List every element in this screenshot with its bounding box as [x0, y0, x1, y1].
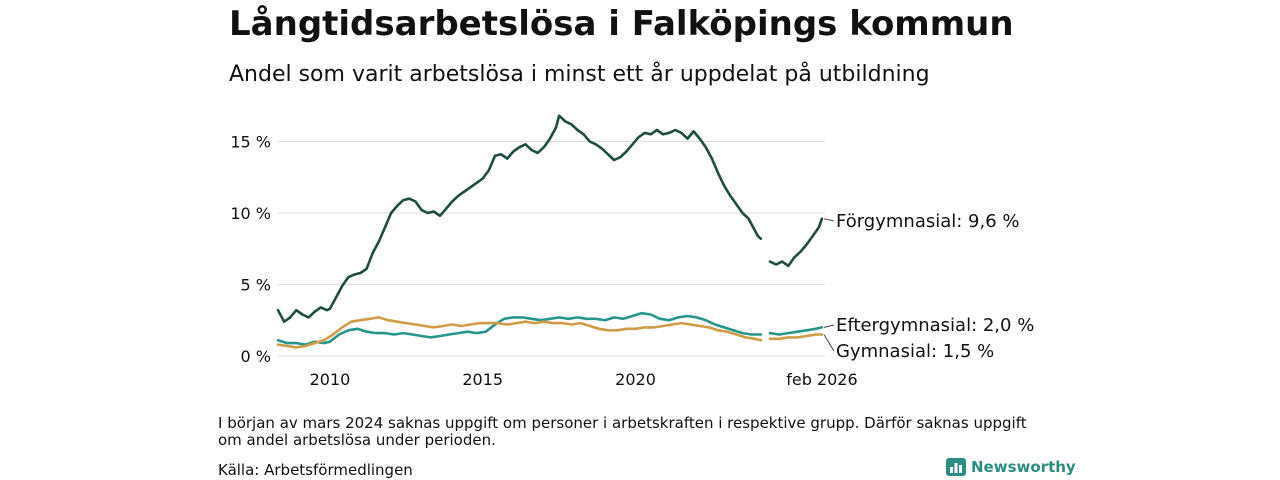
- source-label: Källa: Arbetsförmedlingen: [218, 461, 413, 479]
- bar-chart-logo-icon: [946, 458, 966, 476]
- line-chart: 0 % 5 % 10 % 15 % 2010 2015 2020 feb 2026 Förgy…: [230, 114, 1034, 389]
- y-tick-label: 15 %: [230, 132, 271, 151]
- brand-logo: Newsworthy: [946, 458, 1076, 476]
- chart-title: Långtidsarbetslösa i Falköpings kommun: [229, 4, 1014, 44]
- label-layer: Förgymnasial: 9,6 % Eftergymnasial: 2,0 %…: [823, 211, 1034, 362]
- y-tick-label: 0 %: [241, 347, 271, 366]
- chart-subtitle: Andel som varit arbetslösa i minst ett å…: [229, 62, 930, 87]
- x-tick-label: feb 2026: [786, 370, 857, 389]
- leader-line: [823, 218, 835, 222]
- brand-name: Newsworthy: [971, 458, 1076, 476]
- series-line-eftergymnasial: [276, 311, 763, 346]
- y-tick-label: 5 %: [241, 275, 271, 294]
- x-tick-label: 2010: [310, 370, 351, 389]
- leader-line: [823, 324, 835, 328]
- series-end-label: Förgymnasial: 9,6 %: [836, 211, 1020, 232]
- series-line-förgymnasial: [768, 217, 824, 268]
- grid-layer: 0 % 5 % 10 % 15 % 2010 2015 2020 feb 2026: [230, 132, 857, 389]
- series-layer: [276, 114, 824, 349]
- x-tick-label: 2015: [462, 370, 503, 389]
- series-end-label: Gymnasial: 1,5 %: [836, 341, 994, 362]
- series-line-eftergymnasial: [768, 326, 824, 336]
- series-line-gymnasial: [768, 333, 824, 341]
- series-line-gymnasial: [276, 316, 763, 349]
- leader-line: [823, 334, 835, 352]
- x-tick-label: 2020: [615, 370, 656, 389]
- footnote: I början av mars 2024 saknas uppgift om …: [218, 414, 1027, 449]
- series-end-label: Eftergymnasial: 2,0 %: [836, 315, 1034, 336]
- y-tick-label: 10 %: [230, 204, 271, 223]
- series-line-förgymnasial: [276, 114, 763, 323]
